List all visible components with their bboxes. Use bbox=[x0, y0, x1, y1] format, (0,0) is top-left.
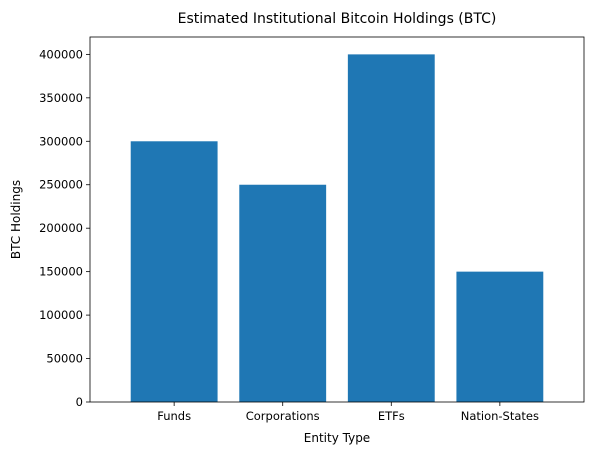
x-tick-label: Corporations bbox=[246, 409, 320, 423]
y-tick-label: 350000 bbox=[39, 91, 83, 105]
chart-title: Estimated Institutional Bitcoin Holdings… bbox=[178, 11, 497, 27]
bar-funds bbox=[130, 141, 218, 403]
plot-frame bbox=[89, 36, 585, 403]
y-tick-label: 50000 bbox=[46, 352, 83, 366]
x-tick-label: ETFs bbox=[378, 409, 405, 423]
bars-group bbox=[130, 54, 544, 403]
y-tick-label: 150000 bbox=[39, 265, 83, 279]
y-tick-label: 250000 bbox=[39, 178, 83, 192]
bar-etfs bbox=[347, 54, 435, 402]
bar-nation-states bbox=[456, 271, 544, 402]
y-tick-label: 0 bbox=[76, 395, 83, 409]
y-axis: 0 50000 100000 150000 200000 250000 300000 3500… bbox=[39, 47, 90, 409]
y-tick-label: 400000 bbox=[39, 47, 83, 61]
y-tick-label: 200000 bbox=[39, 221, 83, 235]
x-axis: Funds Corporations ETFs Nation-States bbox=[157, 402, 539, 423]
x-tick-label: Nation-States bbox=[461, 409, 539, 423]
y-axis-label: BTC Holdings bbox=[9, 180, 23, 259]
x-axis-label: Entity Type bbox=[304, 431, 370, 445]
y-tick-label: 100000 bbox=[39, 308, 83, 322]
y-tick-label: 300000 bbox=[39, 134, 83, 148]
bar-corporations bbox=[239, 184, 327, 402]
x-tick-label: Funds bbox=[157, 409, 191, 423]
